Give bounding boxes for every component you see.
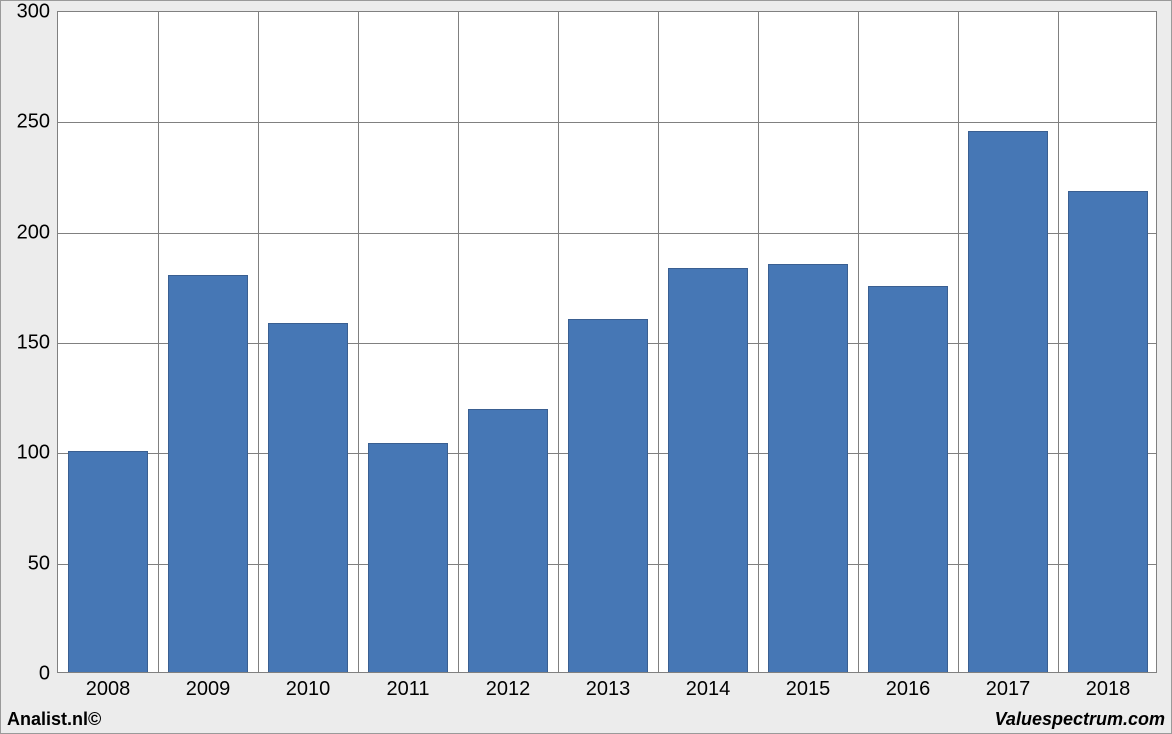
y-tick-label: 150 bbox=[17, 332, 58, 355]
gridline-vertical bbox=[658, 12, 659, 672]
x-tick-label: 2010 bbox=[286, 672, 331, 701]
gridline-vertical bbox=[858, 12, 859, 672]
plot-area: 0501001502002503002008200920102011201220… bbox=[57, 11, 1157, 673]
plot-wrap: 0501001502002503002008200920102011201220… bbox=[7, 7, 1165, 707]
bar bbox=[968, 131, 1048, 672]
x-tick-label: 2014 bbox=[686, 672, 731, 701]
bar bbox=[268, 323, 348, 672]
bar bbox=[468, 409, 548, 672]
x-tick-label: 2013 bbox=[586, 672, 631, 701]
chart-frame: 0 50 100 150 200 250 300 2008 2009 2010 2011 2012 20… bbox=[0, 0, 1172, 734]
gridline-horizontal bbox=[58, 122, 1156, 123]
footer-left-credit: Analist.nl© bbox=[7, 709, 101, 730]
bar bbox=[768, 264, 848, 672]
bar bbox=[568, 319, 648, 672]
x-tick-label: 2008 bbox=[86, 672, 131, 701]
y-tick-label: 100 bbox=[17, 442, 58, 465]
x-tick-label: 2016 bbox=[886, 672, 931, 701]
gridline-vertical bbox=[1058, 12, 1059, 672]
footer-right-credit: Valuespectrum.com bbox=[995, 709, 1165, 730]
x-tick-label: 2018 bbox=[1086, 672, 1131, 701]
gridline-vertical bbox=[958, 12, 959, 672]
y-tick-label: 300 bbox=[17, 1, 58, 24]
gridline-vertical bbox=[358, 12, 359, 672]
bar bbox=[368, 443, 448, 672]
y-tick-label: 250 bbox=[17, 111, 58, 134]
y-tick-label: 0 bbox=[39, 663, 58, 686]
x-tick-label: 2017 bbox=[986, 672, 1031, 701]
gridline-vertical bbox=[558, 12, 559, 672]
footer: Analist.nl© Valuespectrum.com bbox=[1, 707, 1171, 733]
y-tick-label: 200 bbox=[17, 221, 58, 244]
x-tick-label: 2012 bbox=[486, 672, 531, 701]
gridline-vertical bbox=[158, 12, 159, 672]
x-tick-label: 2011 bbox=[386, 672, 429, 701]
y-tick-label: 50 bbox=[28, 552, 58, 575]
bar bbox=[68, 451, 148, 672]
bar bbox=[1068, 191, 1148, 672]
x-tick-label: 2009 bbox=[186, 672, 231, 701]
x-tick-label: 2015 bbox=[786, 672, 831, 701]
bar bbox=[668, 268, 748, 672]
gridline-vertical bbox=[258, 12, 259, 672]
bar bbox=[868, 286, 948, 672]
gridline-vertical bbox=[758, 12, 759, 672]
bar bbox=[168, 275, 248, 672]
gridline-vertical bbox=[458, 12, 459, 672]
